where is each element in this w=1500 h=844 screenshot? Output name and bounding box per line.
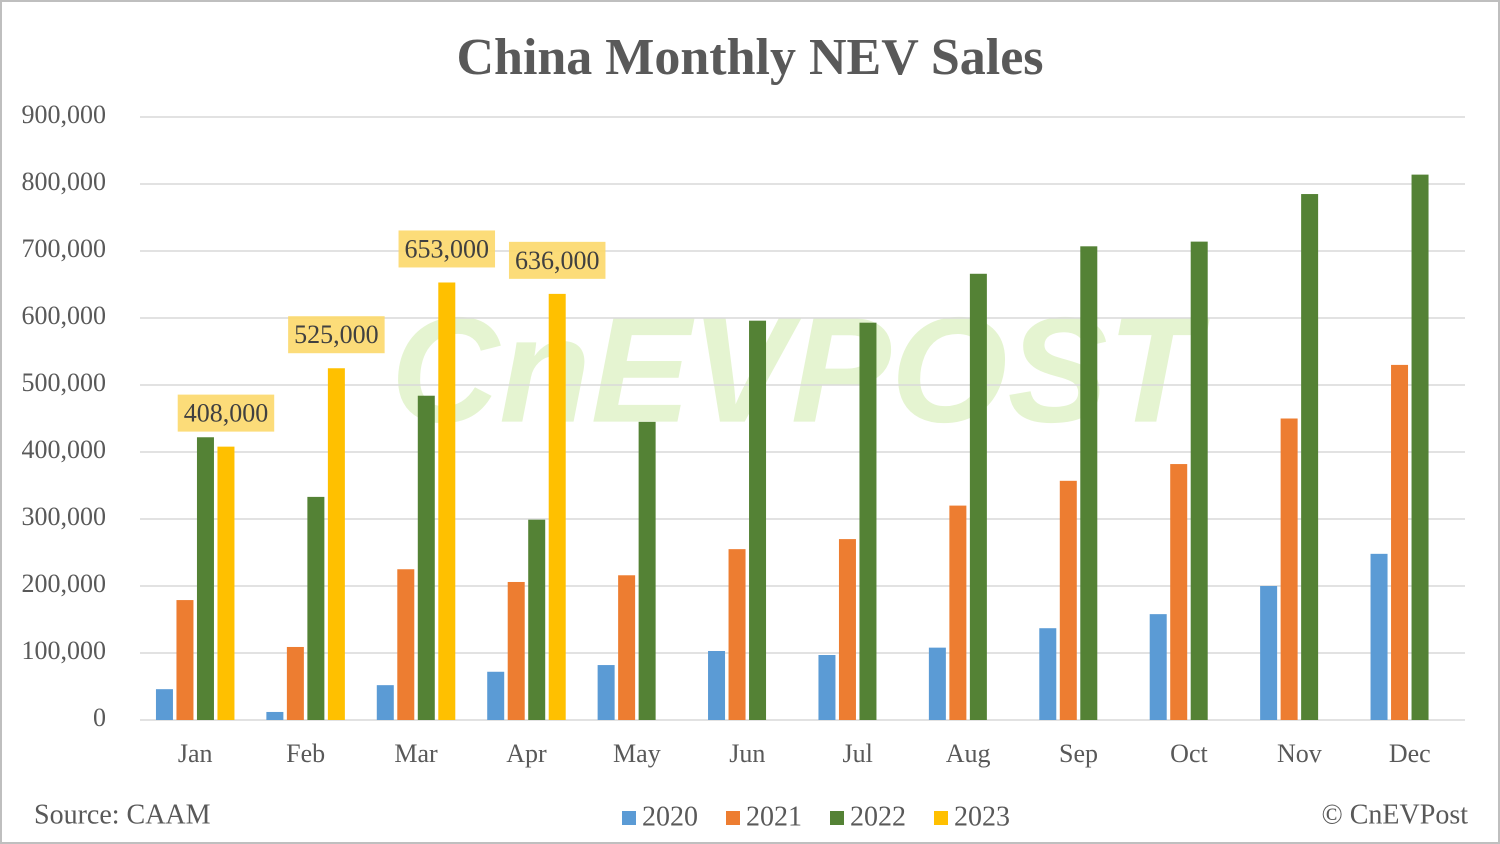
credit-note: © CnEVPost [1321,799,1468,830]
bar [1411,174,1429,720]
legend-swatch [830,811,844,825]
x-tick-label: Apr [506,739,547,768]
legend-label: 2020 [642,801,698,832]
bar [728,549,746,720]
x-tick-label: Oct [1170,739,1208,768]
y-tick-label: 300,000 [22,502,107,531]
bar [1039,628,1057,720]
data-label-box [177,394,275,432]
legend-label: 2023 [954,801,1010,832]
bar [928,647,946,720]
data-label-box [398,230,496,268]
bar [1190,241,1208,720]
bar [438,282,456,720]
bar [507,581,525,720]
y-tick-label: 500,000 [22,368,107,397]
bar [638,421,656,720]
data-label: 636,000 [515,246,600,275]
legend-label: 2021 [746,801,802,832]
x-tick-label: Dec [1389,739,1431,768]
data-label: 408,000 [184,399,269,428]
x-tick-label: Nov [1277,739,1322,768]
x-tick-label: Feb [286,739,325,768]
bar [548,293,566,720]
bar [397,569,415,720]
bar [1149,614,1167,720]
y-tick-label: 100,000 [22,636,107,665]
bar [838,539,856,720]
watermark: CnEVPOST [391,286,1211,454]
bar [528,519,546,720]
x-tick-label: Mar [394,739,438,768]
y-tick-label: 0 [93,703,106,732]
bar [618,575,636,720]
bar [818,655,836,720]
y-tick-label: 600,000 [22,301,107,330]
bar [176,600,194,720]
y-tick-label: 400,000 [22,435,107,464]
bar [1391,364,1409,720]
chart-title: China Monthly NEV Sales [456,29,1043,86]
bar [1059,480,1077,720]
bar [749,320,767,720]
y-tick-label: 800,000 [22,167,107,196]
bar [217,446,235,720]
y-tick-label: 200,000 [22,569,107,598]
x-tick-label: Sep [1059,739,1098,768]
x-tick-label: May [613,739,661,768]
legend-label: 2022 [850,801,906,832]
x-tick-label: Aug [946,739,991,768]
bar [1260,586,1278,720]
bar [1080,246,1098,720]
bar [196,437,214,720]
bar [155,689,173,720]
bar [266,711,284,720]
bar [1170,464,1188,720]
legend-swatch [622,811,636,825]
legend-swatch [934,811,948,825]
bar [597,665,615,720]
bar [949,505,967,720]
bar [1370,553,1388,720]
legend-swatch [726,811,740,825]
bar [307,496,325,720]
bar [376,685,394,720]
bar [1280,418,1298,720]
bar [487,671,505,720]
x-tick-label: Jun [729,739,765,768]
data-label: 653,000 [405,234,490,263]
bar [1301,194,1319,721]
x-tick-label: Jan [178,739,213,768]
data-label-box [288,316,385,354]
data-label: 525,000 [294,320,379,349]
bar [417,395,435,720]
bar [286,646,304,720]
source-note: Source: CAAM [34,799,211,830]
bar [859,322,877,720]
bar [969,273,987,720]
bar [327,368,345,720]
y-tick-label: 900,000 [22,100,107,129]
data-label-box [508,241,606,279]
y-tick-label: 700,000 [22,234,107,263]
x-tick-label: Jul [843,739,873,768]
bar [708,650,726,720]
